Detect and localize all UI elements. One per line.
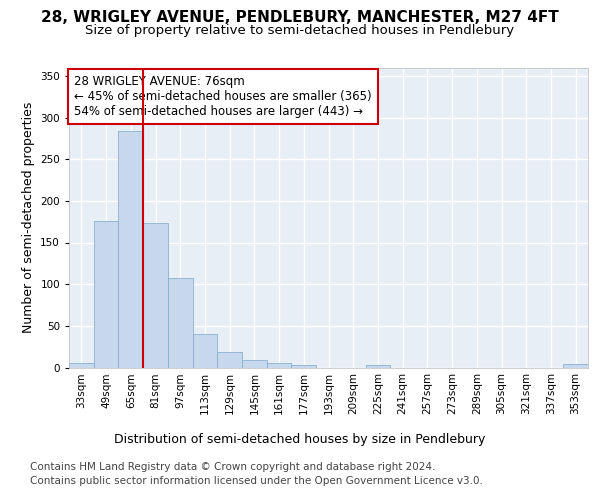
Bar bbox=[118, 131, 143, 368]
Bar bbox=[69, 362, 94, 368]
Bar bbox=[292, 365, 316, 368]
Text: 28, WRIGLEY AVENUE, PENDLEBURY, MANCHESTER, M27 4FT: 28, WRIGLEY AVENUE, PENDLEBURY, MANCHEST… bbox=[41, 10, 559, 25]
Bar bbox=[217, 352, 242, 368]
Text: Contains HM Land Registry data © Crown copyright and database right 2024.: Contains HM Land Registry data © Crown c… bbox=[30, 462, 436, 472]
Bar bbox=[94, 221, 118, 368]
Bar bbox=[242, 360, 267, 368]
Bar bbox=[168, 278, 193, 368]
Bar bbox=[267, 362, 292, 368]
Text: Distribution of semi-detached houses by size in Pendlebury: Distribution of semi-detached houses by … bbox=[115, 432, 485, 446]
Text: Contains public sector information licensed under the Open Government Licence v3: Contains public sector information licen… bbox=[30, 476, 483, 486]
Y-axis label: Number of semi-detached properties: Number of semi-detached properties bbox=[22, 102, 35, 333]
Bar bbox=[563, 364, 588, 368]
Text: 28 WRIGLEY AVENUE: 76sqm
← 45% of semi-detached houses are smaller (365)
54% of : 28 WRIGLEY AVENUE: 76sqm ← 45% of semi-d… bbox=[74, 75, 372, 118]
Text: Size of property relative to semi-detached houses in Pendlebury: Size of property relative to semi-detach… bbox=[85, 24, 515, 37]
Bar bbox=[143, 222, 168, 368]
Bar bbox=[365, 365, 390, 368]
Bar bbox=[193, 334, 217, 368]
